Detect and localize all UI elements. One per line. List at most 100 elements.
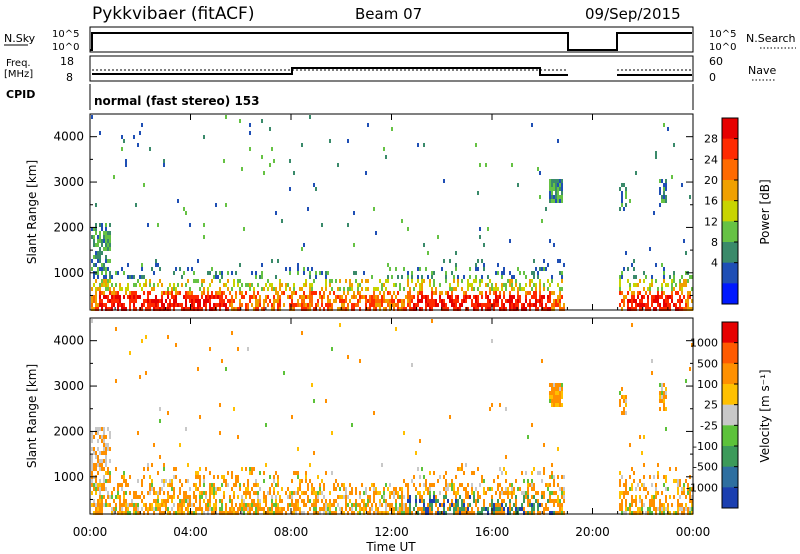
range-time-cell	[221, 483, 223, 487]
range-time-cell	[251, 283, 253, 287]
range-time-cell	[639, 507, 641, 511]
range-time-cell	[93, 435, 95, 439]
range-time-cell	[149, 491, 151, 495]
range-time-cell	[111, 511, 113, 515]
range-time-cell	[191, 299, 193, 303]
range-time-cell	[487, 487, 489, 491]
range-time-cell	[663, 199, 665, 203]
range-time-cell	[221, 299, 223, 303]
range-time-cell	[477, 287, 479, 291]
range-time-cell	[691, 307, 693, 311]
range-time-cell	[173, 475, 175, 479]
range-time-cell	[223, 475, 225, 479]
range-time-cell	[103, 435, 105, 439]
range-time-cell	[99, 499, 101, 503]
range-time-cell	[97, 463, 99, 467]
range-time-cell	[465, 291, 467, 295]
range-time-cell	[405, 503, 407, 507]
range-time-cell	[97, 431, 99, 435]
range-time-cell	[245, 491, 247, 495]
range-time-cell	[689, 511, 691, 515]
range-time-cell	[123, 303, 125, 307]
range-time-cell	[211, 307, 213, 311]
range-time-cell	[665, 183, 667, 187]
range-time-cell	[159, 407, 161, 411]
range-time-cell	[651, 503, 653, 507]
range-time-cell	[97, 235, 99, 239]
range-time-cell	[561, 195, 563, 199]
range-time-cell	[225, 115, 227, 119]
range-time-cell	[553, 387, 555, 391]
range-time-cell	[207, 287, 209, 291]
range-time-cell	[161, 503, 163, 507]
range-time-cell	[629, 511, 631, 515]
range-time-cell	[103, 459, 105, 463]
range-time-cell	[341, 307, 343, 311]
range-time-cell	[467, 287, 469, 291]
range-time-cell	[127, 287, 129, 291]
range-time-cell	[299, 479, 301, 483]
range-time-cell	[335, 511, 337, 515]
range-time-cell	[337, 287, 339, 291]
range-time-cell	[559, 507, 561, 511]
range-time-cell	[115, 299, 117, 303]
range-time-cell	[473, 499, 475, 503]
range-time-cell	[421, 283, 423, 287]
range-time-cell	[337, 295, 339, 299]
range-time-cell	[459, 507, 461, 511]
range-time-cell	[651, 299, 653, 303]
range-time-cell	[539, 471, 541, 475]
range-time-cell	[255, 491, 257, 495]
range-time-cell	[147, 291, 149, 295]
range-time-cell	[479, 291, 481, 295]
range-time-cell	[175, 295, 177, 299]
range-time-cell	[421, 287, 423, 291]
range-time-cell	[393, 307, 395, 311]
range-time-cell	[511, 275, 513, 279]
range-time-cell	[497, 299, 499, 303]
range-time-cell	[343, 291, 345, 295]
range-time-cell	[489, 291, 491, 295]
range-time-cell	[215, 291, 217, 295]
freq-left-bottom-tick: 8	[66, 71, 73, 84]
range-time-cell	[91, 267, 93, 271]
range-time-cell	[229, 303, 231, 307]
range-time-cell	[269, 475, 271, 479]
range-time-cell	[231, 499, 233, 503]
range-time-cell	[139, 495, 141, 499]
range-time-cell	[619, 291, 621, 295]
range-time-cell	[431, 299, 433, 303]
range-time-cell	[175, 343, 177, 347]
range-time-cell	[105, 487, 107, 491]
range-time-cell	[543, 259, 545, 263]
range-time-cell	[209, 307, 211, 311]
range-time-cell	[491, 287, 493, 291]
range-time-cell	[255, 511, 257, 515]
range-time-cell	[235, 483, 237, 487]
range-time-cell	[103, 291, 105, 295]
range-time-cell	[303, 283, 305, 287]
range-time-cell	[103, 263, 105, 267]
range-time-cell	[261, 119, 263, 123]
range-time-cell	[651, 283, 653, 287]
range-time-cell	[407, 279, 409, 283]
range-time-cell	[625, 295, 627, 299]
range-time-cell	[353, 511, 355, 515]
range-time-cell	[505, 283, 507, 287]
range-time-cell	[639, 279, 641, 283]
range-time-cell	[107, 503, 109, 507]
range-time-cell	[653, 211, 655, 215]
range-time-cell	[503, 271, 505, 275]
range-time-cell	[551, 303, 553, 307]
range-time-cell	[181, 507, 183, 511]
range-time-cell	[541, 495, 543, 499]
range-time-cell	[457, 467, 459, 471]
range-time-cell	[463, 487, 465, 491]
range-time-cell	[445, 495, 447, 499]
range-time-cell	[625, 491, 627, 495]
range-time-cell	[277, 295, 279, 299]
range-time-cell	[275, 503, 277, 507]
range-time-cell	[289, 159, 291, 163]
range-time-cell	[525, 275, 527, 279]
range-time-cell	[467, 307, 469, 311]
